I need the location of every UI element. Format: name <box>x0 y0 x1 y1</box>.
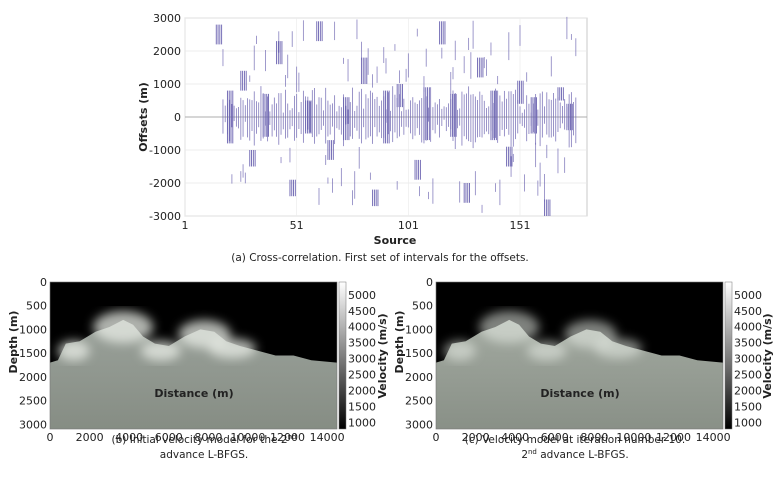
ytick-label: 2500 <box>405 395 433 408</box>
colorbar-tick-label: 3000 <box>348 353 376 366</box>
xtick-label: 8000 <box>580 431 608 444</box>
xtick-label: 0 <box>433 431 440 444</box>
colorbar-tick-label: 4000 <box>734 321 762 334</box>
panel-a-ytick-label: 1000 <box>153 78 181 91</box>
velocity-highlight <box>479 311 540 344</box>
colorbar-tick-label: 2000 <box>734 385 762 398</box>
panel-b-colorbar-ticks: 5000 4500 4000 3500 3000 2500 2000 1500 1000 <box>348 289 376 430</box>
velocity-highlight <box>443 340 476 361</box>
colorbar-tick-label: 1500 <box>348 401 376 414</box>
panel-a-marks <box>215 16 577 216</box>
colorbar-tick-label: 1500 <box>734 401 762 414</box>
panel-b-ticks: 0 2000 4000 6000 8000 10000 12000 14000 0 500 1000… <box>19 276 345 444</box>
xtick-label: 10000 <box>616 431 651 444</box>
ytick-label: 2500 <box>19 395 47 408</box>
panel-c: 0 2000 4000 6000 8000 10000 12000 14000 0 500 1000… <box>393 276 774 461</box>
ytick-label: 3000 <box>19 418 47 431</box>
panel-a-ytick-label: 2000 <box>153 45 181 58</box>
panel-c-colorbar-ticks: 5000 4500 4000 3500 3000 2500 2000 1500 1000 <box>734 289 762 430</box>
panel-b-highlights <box>57 311 257 361</box>
xtick-label: 10000 <box>230 431 265 444</box>
panel-b-xlabel: Distance (m) <box>154 387 233 400</box>
panel-a-xtick-label: 51 <box>290 219 304 232</box>
xtick-label: 8000 <box>194 431 222 444</box>
colorbar-tick-label: 2000 <box>348 385 376 398</box>
panel-a-ytick-label: -1000 <box>149 144 181 157</box>
xtick-label: 12000 <box>270 431 305 444</box>
xtick-label: 4000 <box>501 431 529 444</box>
colorbar-tick-label: 3500 <box>734 337 762 350</box>
xtick-label: 14000 <box>310 431 345 444</box>
ytick-label: 1500 <box>405 347 433 360</box>
xtick-label: 2000 <box>462 431 490 444</box>
panel-c-ticks: 0 2000 4000 6000 8000 10000 12000 14000 0 500 1000… <box>405 276 731 444</box>
ytick-label: 0 <box>426 276 433 289</box>
velocity-highlight <box>140 340 181 361</box>
ytick-label: 1000 <box>405 323 433 336</box>
colorbar-tick-label: 3000 <box>734 353 762 366</box>
panel-a-ylabel: Offsets (m) <box>137 82 150 151</box>
panel-b-colorbar-label: Velocity (m/s) <box>376 313 389 398</box>
panel-a-xtick-label: 1 <box>182 219 189 232</box>
colorbar-tick-label: 5000 <box>734 289 762 302</box>
colorbar-tick-label: 2500 <box>348 369 376 382</box>
panel-b: 0 2000 4000 6000 8000 10000 12000 14000 0 500 1000… <box>7 276 389 461</box>
ytick-label: 500 <box>412 300 433 313</box>
xtick-label: 6000 <box>541 431 569 444</box>
colorbar-tick-label: 4500 <box>348 305 376 318</box>
panel-c-frame <box>435 281 724 430</box>
panel-a-xtick-label: 151 <box>510 219 531 232</box>
ytick-label: 1000 <box>19 323 47 336</box>
xtick-label: 0 <box>47 431 54 444</box>
ytick-label: 1500 <box>19 347 47 360</box>
velocity-highlight <box>208 338 257 359</box>
xtick-label: 6000 <box>155 431 183 444</box>
panel-c-colorbar-label: Velocity (m/s) <box>761 313 774 398</box>
panel-a-ytick-label: -2000 <box>149 177 181 190</box>
colorbar-tick-label: 5000 <box>348 289 376 302</box>
velocity-highlight <box>57 340 90 361</box>
colorbar-tick-label: 1000 <box>734 417 762 430</box>
ytick-label: 0 <box>40 276 47 289</box>
colorbar-tick-label: 2500 <box>734 369 762 382</box>
panel-b-colorbar <box>338 281 347 430</box>
colorbar-tick-label: 4000 <box>348 321 376 334</box>
colorbar-tick-label: 1000 <box>348 417 376 430</box>
panel-a-xtick-label: 101 <box>398 219 419 232</box>
panel-b-velocity-body <box>50 319 337 429</box>
xtick-label: 12000 <box>656 431 691 444</box>
panel-a-ytick-label: 0 <box>174 111 181 124</box>
panel-c-xlabel: Distance (m) <box>540 387 619 400</box>
panel-a-ytick-label: 3000 <box>153 12 181 25</box>
panel-a-caption: (a) Cross-correlation. First set of inte… <box>231 252 529 264</box>
panel-c-highlights <box>443 311 643 361</box>
velocity-highlight <box>594 338 643 359</box>
panel-c-ylabel: Depth (m) <box>393 311 406 374</box>
velocity-highlight <box>93 311 154 344</box>
xtick-label: 14000 <box>696 431 731 444</box>
panel-b-ylabel: Depth (m) <box>7 311 20 374</box>
panel-a-xlabel: Source <box>374 234 417 247</box>
panel-a-ytick-label: -3000 <box>149 210 181 223</box>
ytick-label: 2000 <box>19 371 47 384</box>
ytick-label: 3000 <box>405 418 433 431</box>
colorbar-tick-label: 3500 <box>348 337 376 350</box>
colorbar-tick-label: 4500 <box>734 305 762 318</box>
panel-b-caption-line1: (b) Initial velocity model for the 2nd <box>112 433 297 446</box>
velocity-highlight <box>526 340 567 361</box>
ytick-label: 500 <box>26 300 47 313</box>
panel-c-caption-line2: 2nd advance L-BFGS. <box>521 448 628 461</box>
panel-c-caption-line1: (c) Velocity model at iteration number 1… <box>465 434 685 446</box>
ytick-label: 2000 <box>405 371 433 384</box>
panel-c-velocity-body <box>436 319 723 429</box>
xtick-label: 4000 <box>115 431 143 444</box>
panel-b-caption-line2: advance L-BFGS. <box>160 449 248 461</box>
panel-b-frame <box>49 281 338 430</box>
xtick-label: 2000 <box>76 431 104 444</box>
panel-c-colorbar <box>724 281 733 430</box>
